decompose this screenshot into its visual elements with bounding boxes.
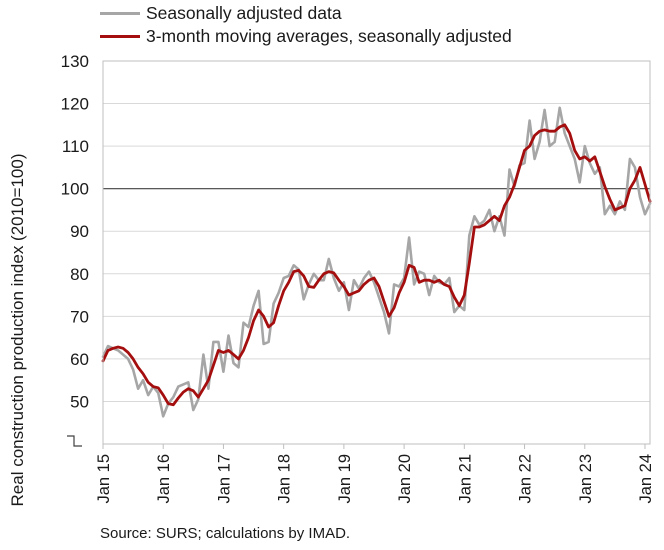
x-axis-ticks: Jan 15 Jan 16 Jan 17 Jan 18 Jan 19 Jan 20 Jan … xyxy=(95,444,655,504)
series-line-seasonally-adjusted xyxy=(101,106,652,418)
x-tick-label-7: Jan 22 xyxy=(517,454,535,504)
legend-swatch-red xyxy=(100,35,140,38)
gridlines xyxy=(103,60,650,402)
legend-label-sa: Seasonally adjusted data xyxy=(146,3,342,23)
y-tick-label-70: 70 xyxy=(70,307,89,326)
plot-border xyxy=(102,60,651,445)
y-axis-label: Real construction production index (2010… xyxy=(8,153,27,507)
y-tick-label-90: 90 xyxy=(70,222,89,241)
y-tick-label-100: 100 xyxy=(61,180,89,199)
y-tick-label-110: 110 xyxy=(62,137,89,156)
x-tick-label-9: Jan 24 xyxy=(637,454,655,504)
axis-break-mark xyxy=(67,435,82,447)
x-tick-label-4: Jan 19 xyxy=(336,454,354,504)
x-tick-label-3: Jan 18 xyxy=(276,454,294,504)
y-tick-label-60: 60 xyxy=(70,350,89,369)
series-line-moving-average xyxy=(101,123,652,407)
legend-label-ma: 3-month moving averages, seasonally adju… xyxy=(146,26,512,46)
legend: Seasonally adjusted data 3-month moving … xyxy=(100,2,512,48)
legend-item-sa: Seasonally adjusted data xyxy=(100,2,512,25)
x-tick-label-0: Jan 15 xyxy=(95,454,113,504)
legend-swatch-grey xyxy=(100,12,140,15)
series-lines xyxy=(101,106,652,418)
x-tick-label-6: Jan 21 xyxy=(456,454,474,504)
source-note: Source: SURS; calculations by IMAD. xyxy=(100,525,351,542)
plot-frame xyxy=(102,60,651,445)
x-tick-label-8: Jan 23 xyxy=(577,454,595,504)
legend-item-ma: 3-month moving averages, seasonally adju… xyxy=(100,25,512,48)
y-axis-ticks: 50 60 70 80 90 100 110 120 130 xyxy=(61,52,89,411)
x-tick-label-2: Jan 17 xyxy=(215,454,233,504)
axis-break-glyph xyxy=(67,435,82,447)
y-tick-label-80: 80 xyxy=(70,265,89,284)
x-tick-label-5: Jan 20 xyxy=(396,454,414,504)
x-tick-label-1: Jan 16 xyxy=(155,454,173,504)
y-tick-label-120: 120 xyxy=(61,95,89,114)
y-tick-label-50: 50 xyxy=(70,392,89,411)
y-tick-label-130: 130 xyxy=(61,52,89,71)
